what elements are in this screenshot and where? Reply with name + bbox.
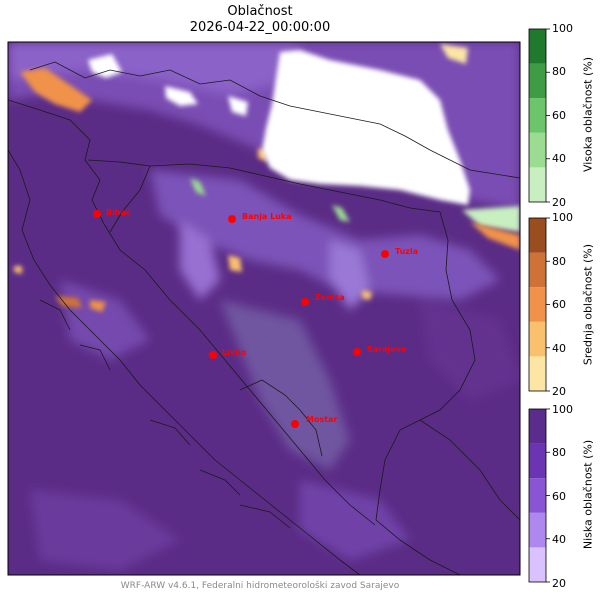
country-borders (8, 61, 520, 575)
colorbar-segment (529, 132, 546, 168)
city-zenica: Zenica (301, 293, 345, 306)
city-marker (381, 250, 389, 258)
tick-label: 100 (552, 22, 573, 35)
colorbar-segment (529, 321, 546, 357)
city-label: Bihać (106, 207, 131, 217)
tick-label: 100 (552, 403, 573, 416)
city-marker (353, 348, 361, 356)
coastline (8, 149, 361, 575)
colorbar-segment (529, 252, 546, 288)
city-sarajevo: Sarajevo (353, 345, 407, 356)
city-livno: Livno (209, 348, 247, 359)
colorbar-segment (529, 287, 546, 322)
colorbar-mid-cloud (528, 217, 550, 392)
colorbar-segment (529, 98, 546, 133)
tick-label: 100 (552, 211, 573, 224)
city-tuzla: Tuzla (381, 247, 418, 258)
colorbar-segment (529, 29, 546, 64)
city-markers: Bihać Banja Luka Tuzla Zenica Livno Sara… (93, 207, 418, 428)
tick-label: 80 (552, 255, 566, 268)
city-label: Tuzla (395, 247, 418, 256)
city-marker (301, 298, 309, 306)
colorbar-segment (529, 409, 546, 444)
colorbar-segment (529, 218, 546, 253)
city-label: Banja Luka (242, 212, 292, 221)
tick-label: 20 (552, 577, 566, 590)
map-field: Bihać Banja Luka Tuzla Zenica Livno Sara… (8, 42, 520, 575)
tick-label: 60 (552, 298, 566, 311)
colorbar-low-label: Niska oblačnost (%) (581, 439, 595, 550)
tick-label: 60 (552, 109, 566, 122)
clear-sky-patch (165, 86, 198, 106)
map-datetime: 2026-04-22_00:00:00 (189, 20, 331, 35)
map-frame (7, 41, 521, 576)
colorbar-mid-label: Srednja oblačnost (%) (581, 243, 595, 366)
clear-sky-patch (88, 54, 122, 78)
colorbar-segment (529, 443, 546, 479)
colorbar-segment (529, 356, 546, 391)
city-label: Livno (222, 348, 247, 357)
tick-label: 40 (552, 533, 566, 546)
city-marker (291, 420, 299, 428)
city-marker (228, 215, 236, 223)
colorbar-segment (529, 512, 546, 548)
tick-label: 80 (552, 446, 566, 459)
colorbar-high-label: Visoka oblačnost (%) (581, 56, 595, 173)
tick-label: 80 (552, 65, 566, 78)
colorbar-high-cloud (528, 28, 550, 203)
colorbar-segment (529, 478, 546, 513)
tick-label: 60 (552, 490, 566, 503)
tick-label: 20 (552, 196, 566, 209)
clear-sky-patch (228, 96, 248, 116)
city-label: Mostar (306, 415, 337, 424)
map-title-text: Oblačnost (227, 4, 293, 19)
colorbar-low-cloud (528, 408, 550, 583)
map-title: Oblačnost 2026-04-22_00:00:00 (0, 4, 520, 36)
city-marker (209, 351, 217, 359)
city-marker (93, 210, 101, 218)
city-banja-luka: Banja Luka (228, 212, 292, 223)
colorbar-segment (529, 63, 546, 99)
tick-label: 40 (552, 152, 566, 165)
footer-credit: WRF-ARW v4.6.1, Federalni hidrometeorolo… (120, 581, 400, 591)
city-label: Sarajevo (367, 345, 407, 354)
tick-label: 20 (552, 385, 566, 398)
low-cloud-patches (8, 42, 520, 570)
city-label: Zenica (315, 293, 345, 302)
tick-label: 40 (552, 342, 566, 355)
colorbar-segment (529, 547, 546, 582)
high-cloud-patches (190, 178, 520, 232)
colorbar-segment (529, 167, 546, 202)
clear-sky-area (262, 50, 470, 205)
city-bihac: Bihać (93, 207, 131, 218)
mid-cloud-patches (14, 44, 520, 312)
city-mostar: Mostar (291, 415, 337, 428)
